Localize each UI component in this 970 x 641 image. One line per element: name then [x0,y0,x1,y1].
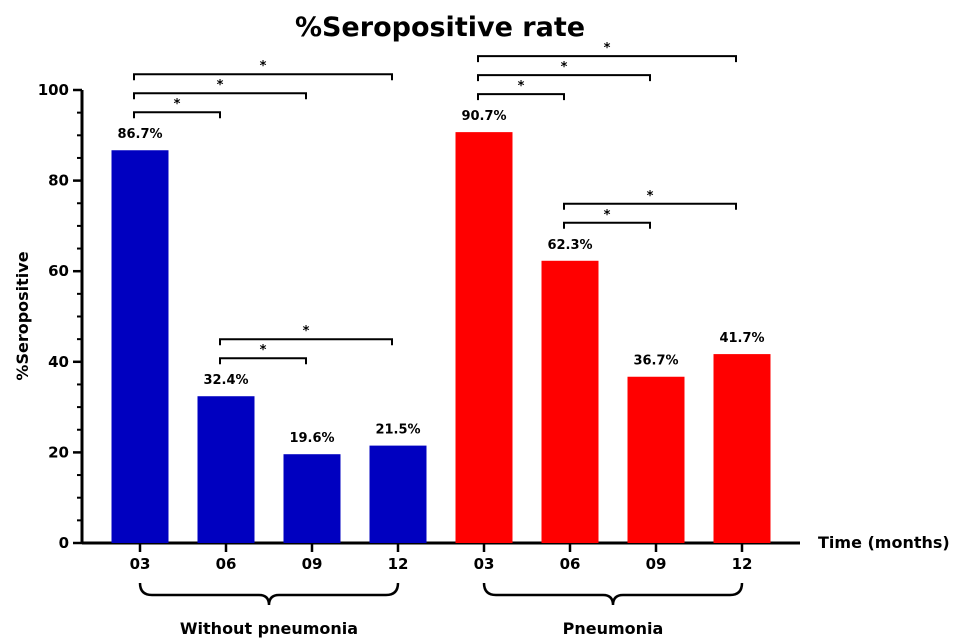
bar-value-label: 32.4% [203,373,248,388]
x-tick-label: 09 [646,555,667,573]
bar [283,454,341,543]
significance-mark: * [217,78,224,93]
significance-bracket [477,93,565,101]
x-tick-label: 12 [732,555,753,573]
bar [197,396,255,543]
bar-value-label: 19.6% [289,431,334,446]
y-tick-label: 80 [48,172,69,190]
significance-mark: * [647,189,654,204]
significance-bracket [219,338,393,346]
x-tick-label: 12 [388,555,409,573]
bar-value-label: 41.7% [719,331,764,346]
significance-mark: * [260,59,267,74]
significance-bracket [133,111,221,119]
bar-value-label: 86.7% [117,127,162,142]
significance-bracket [133,73,393,81]
significance-mark: * [174,97,181,112]
bar-value-label: 21.5% [375,423,420,438]
y-tick-label: 60 [48,262,69,280]
x-tick-label: 03 [474,555,495,573]
x-tick-label: 06 [560,555,581,573]
x-tick-label: 09 [302,555,323,573]
group-brace [482,582,744,606]
x-tick-label: 06 [216,555,237,573]
significance-mark: * [561,60,568,75]
bar [627,376,685,543]
x-axis-label: Time (months) [818,533,950,552]
significance-bracket [219,357,307,365]
group-label: Pneumonia [563,619,664,638]
y-tick-label: 100 [38,81,69,99]
y-tick-label: 20 [48,443,69,461]
group-brace [138,582,400,606]
significance-bracket [133,92,307,100]
significance-mark: * [604,208,611,223]
bar [455,132,513,543]
significance-bracket [563,202,737,210]
bar [541,260,599,543]
chart-title: %Seropositive rate [295,12,585,43]
x-tick-label: 03 [130,555,151,573]
y-axis-label: %Seropositive [13,251,32,380]
significance-mark: * [260,343,267,358]
y-tick-label: 40 [48,353,69,371]
significance-mark: * [303,324,310,339]
bar [369,445,427,543]
bar-value-label: 90.7% [461,109,506,124]
group-label: Without pneumonia [180,619,358,638]
significance-mark: * [518,79,525,94]
significance-bracket [563,221,651,229]
bar [713,354,771,543]
significance-mark: * [604,41,611,56]
bar [111,150,169,543]
significance-bracket [477,55,737,63]
significance-bracket [477,74,651,82]
y-tick-label: 0 [59,534,69,552]
bar-value-label: 36.7% [633,354,678,369]
bar-value-label: 62.3% [547,238,592,253]
